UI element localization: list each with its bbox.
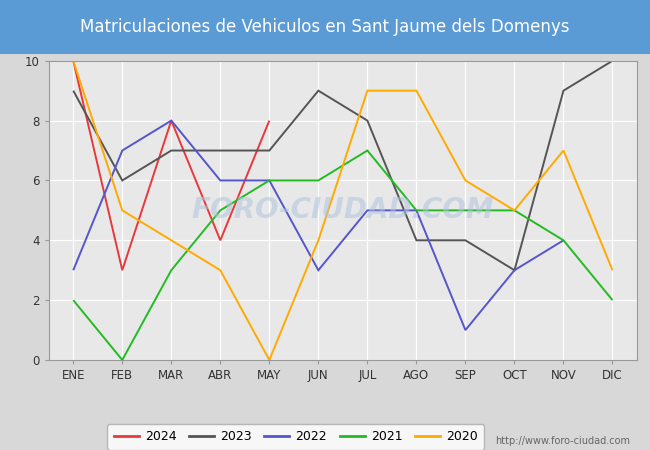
Text: http://www.foro-ciudad.com: http://www.foro-ciudad.com [495,436,630,446]
Legend: 2024, 2023, 2022, 2021, 2020: 2024, 2023, 2022, 2021, 2020 [107,424,484,450]
Text: FORO-CIUDAD.COM: FORO-CIUDAD.COM [192,196,494,225]
Text: Matriculaciones de Vehiculos en Sant Jaume dels Domenys: Matriculaciones de Vehiculos en Sant Jau… [80,18,570,36]
